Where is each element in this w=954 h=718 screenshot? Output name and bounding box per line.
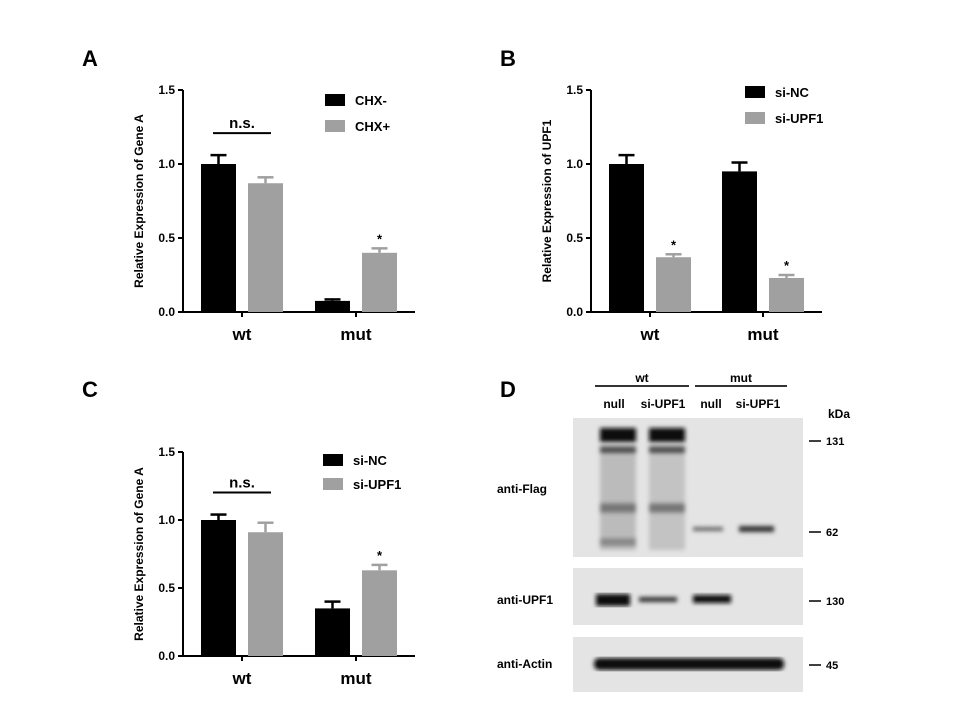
row-label-anti-actin: anti-Actin	[497, 657, 552, 671]
legend-swatch	[325, 94, 345, 106]
x-tick-label: wt	[232, 325, 252, 344]
x-tick-label: mut	[340, 325, 372, 344]
y-axis-label: Relative Expression of UPF1	[540, 119, 554, 282]
legend-swatch	[323, 478, 343, 490]
marker-131: 131	[826, 436, 844, 448]
bar	[248, 532, 283, 656]
y-tick-label: 0.0	[158, 649, 175, 663]
legend-label: si-UPF1	[775, 111, 823, 126]
y-tick-label: 1.5	[158, 445, 175, 459]
legend-swatch	[745, 86, 765, 98]
bar	[656, 257, 691, 312]
bar-chart-a: 0.0 0.5 1.0 1.5 Relative Expression of Gene …	[132, 83, 415, 344]
bar-chart-b: 0.0 0.5 1.0 1.5 Relative Expression of UPF1 w…	[540, 83, 823, 344]
y-axis-label: Relative Expression of Gene A	[132, 114, 146, 288]
bar	[362, 252, 397, 312]
x-tick-label: wt	[232, 669, 252, 688]
marker-45: 45	[826, 660, 838, 672]
y-axis-label: Relative Expression of Gene A	[132, 467, 146, 641]
lane-label: si-UPF1	[641, 397, 686, 411]
y-tick-label: 1.5	[158, 83, 175, 97]
y-tick-label: 1.5	[566, 83, 583, 97]
legend-swatch	[325, 120, 345, 132]
row-label-anti-flag: anti-Flag	[497, 482, 547, 496]
row-label-anti-upf1: anti-UPF1	[497, 593, 553, 607]
panel-label-c: C	[82, 377, 98, 402]
y-tick-label: 1.0	[158, 513, 175, 527]
bar	[722, 171, 757, 312]
x-tick-label: mut	[340, 669, 372, 688]
y-tick-label: 0.5	[566, 231, 583, 245]
x-tick-label: wt	[640, 325, 660, 344]
y-tick-label: 0.5	[158, 231, 175, 245]
legend-label: CHX+	[355, 119, 390, 134]
y-tick-label: 0.0	[566, 305, 583, 319]
y-tick-label: 0.0	[158, 305, 175, 319]
significance-label: *	[377, 548, 383, 563]
legend-label: si-UPF1	[353, 477, 401, 492]
bar	[248, 183, 283, 312]
significance-label: n.s.	[229, 475, 255, 492]
lane-label: si-UPF1	[736, 397, 781, 411]
kda-label: kDa	[828, 407, 850, 421]
bar	[609, 164, 644, 312]
panel-label-b: B	[500, 46, 516, 71]
group-label-wt: wt	[634, 371, 648, 385]
western-blot: wt mut null si-UPF1 null si-UPF1 kDa ant…	[497, 371, 850, 692]
significance-label: *	[671, 237, 677, 252]
marker-62: 62	[826, 527, 838, 539]
x-tick-label: mut	[747, 325, 779, 344]
legend-label: CHX-	[355, 93, 387, 108]
lane-label: null	[700, 397, 721, 411]
bar-chart-c: 0.0 0.5 1.0 1.5 Relative Expression of Gene …	[132, 445, 415, 688]
bar	[769, 277, 804, 312]
bar	[362, 570, 397, 656]
significance-label: *	[784, 258, 790, 273]
legend-swatch	[323, 454, 343, 466]
y-tick-label: 1.0	[566, 157, 583, 171]
significance-label: *	[377, 231, 383, 246]
bar	[201, 520, 236, 656]
legend-label: si-NC	[775, 85, 810, 100]
lane-label: null	[603, 397, 624, 411]
bar	[315, 608, 350, 656]
panel-label-a: A	[82, 46, 98, 71]
legend-label: si-NC	[353, 453, 388, 468]
significance-label: n.s.	[229, 115, 255, 132]
y-tick-label: 1.0	[158, 157, 175, 171]
y-tick-label: 0.5	[158, 581, 175, 595]
bar	[315, 300, 350, 312]
marker-130: 130	[826, 596, 844, 608]
bar	[201, 164, 236, 312]
legend-swatch	[745, 112, 765, 124]
panel-label-d: D	[500, 377, 516, 402]
size-markers: 131 62 130 45	[809, 436, 844, 672]
group-label-mut: mut	[730, 371, 752, 385]
